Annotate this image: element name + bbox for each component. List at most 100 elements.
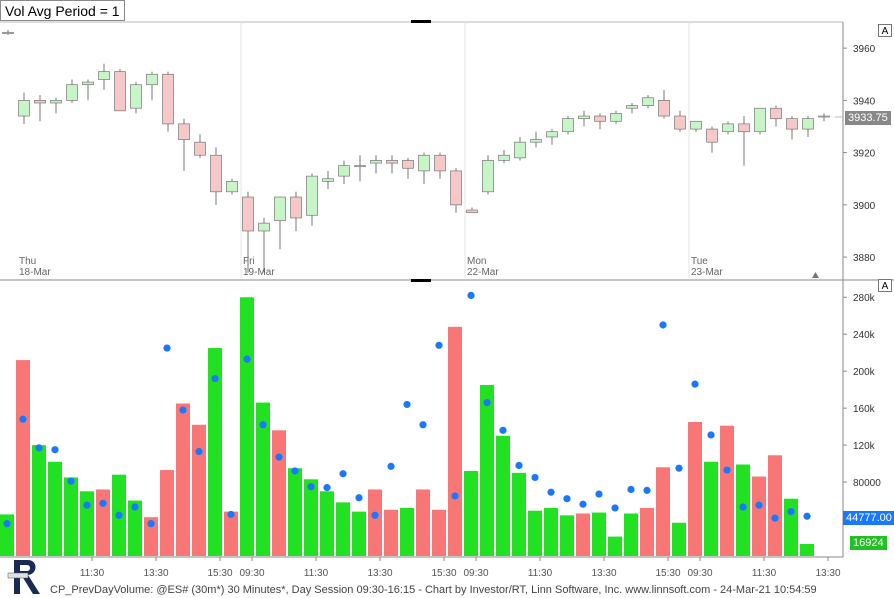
volume-bar: [256, 402, 270, 556]
volume-tick-label: 160k: [853, 404, 876, 415]
candle-body: [642, 97, 654, 106]
volume-bar: [688, 422, 702, 556]
prev-day-volume-dot: [739, 503, 747, 511]
last-price-tag: 3933.75: [845, 111, 891, 125]
candle-body: [802, 118, 814, 130]
date-label: 23-Mar: [691, 267, 723, 278]
volume-bar: [304, 479, 318, 556]
candle-body: [450, 170, 462, 206]
prev-day-volume-dot: [275, 453, 283, 461]
prev-day-volume-dot: [547, 488, 555, 496]
prev-day-volume-dot: [611, 504, 619, 512]
time-label: 15:30: [431, 568, 456, 579]
volume-bar: [208, 348, 222, 556]
prev-day-volume-dot: [627, 485, 635, 494]
volume-pane-autoscale-button[interactable]: A: [878, 279, 892, 292]
candle-body: [674, 115, 686, 130]
volume-bar: [448, 326, 462, 556]
volume-bar: [416, 489, 430, 556]
volume-tick-label: 80000: [853, 478, 881, 489]
prev-day-volume-dot: [131, 503, 139, 511]
volume-bar: [176, 403, 190, 556]
prev-day-volume-dot: [691, 380, 699, 388]
candle-body: [706, 128, 718, 143]
candle-body: [50, 100, 62, 104]
volume-bar: [768, 455, 782, 556]
price-pane: [2, 29, 830, 273]
volume-bar: [400, 507, 414, 556]
volume-bar: [480, 385, 494, 556]
candle-body: [18, 100, 30, 117]
price-tick-label: 3900: [853, 201, 876, 212]
scroll-triangle: [812, 272, 819, 278]
volume-bar: [464, 470, 478, 556]
candle-body: [34, 100, 46, 104]
candle-body: [434, 154, 446, 172]
volume-bar: [16, 360, 30, 556]
candle-body: [146, 73, 158, 86]
prev-day-volume-dot: [195, 447, 203, 456]
volume-bar: [800, 543, 814, 556]
prev-day-volume-dot: [163, 344, 171, 352]
volume-bar: [496, 435, 510, 556]
prev-day-volume-dot: [35, 444, 43, 452]
volume-tick-label: 200k: [853, 367, 876, 378]
volume-bar: [96, 489, 110, 556]
time-label: 13:30: [143, 568, 168, 579]
time-label: 09:30: [687, 568, 712, 579]
volume-bar: [336, 502, 350, 556]
time-label: 11:30: [304, 568, 329, 579]
candle-body: [546, 131, 558, 138]
volume-bar: [720, 425, 734, 556]
candle-body: [626, 105, 638, 109]
candle-body: [338, 165, 350, 177]
prev-day-volume-dot: [3, 520, 11, 528]
prev-day-volume-dot: [323, 484, 331, 492]
volume-bar: [224, 511, 238, 556]
day-label: Fri: [243, 256, 255, 267]
time-label: 13:30: [367, 568, 392, 579]
prev-day-volume-dot: [403, 400, 411, 409]
volume-bar: [512, 472, 526, 556]
candle-body: [610, 113, 622, 122]
volume-bar: [528, 510, 542, 556]
prev-day-volume-dot: [467, 291, 475, 299]
prev-day-volume-dot: [67, 477, 75, 485]
volume-bar: [320, 491, 334, 556]
candle-body: [530, 139, 542, 143]
prev-day-volume-dot: [371, 511, 379, 519]
prev-day-volume-dot: [595, 490, 603, 498]
current-volume-tag: 16924: [850, 536, 887, 550]
vol-avg-period-label[interactable]: Vol Avg Period = 1: [0, 0, 125, 21]
price-tick-label: 3880: [853, 253, 876, 264]
candle-body: [386, 160, 398, 164]
prev-day-volume-dot: [19, 415, 27, 423]
volume-bar: [752, 476, 766, 556]
prev-day-volume-dot: [451, 492, 459, 500]
volume-bar: [160, 470, 174, 556]
volume-bar: [576, 513, 590, 556]
volume-tick-label: 280k: [853, 293, 876, 304]
candle-body: [770, 107, 782, 120]
prev-day-volume-dot: [643, 486, 651, 494]
prev-day-volume-dot: [147, 520, 155, 528]
prev-day-volume-dot: [499, 426, 507, 434]
candle-body: [818, 115, 830, 118]
candle-body: [162, 73, 174, 125]
candle-body: [354, 165, 366, 168]
prev-day-volume-dot: [243, 355, 251, 363]
prev-day-volume-dot: [387, 462, 395, 470]
volume-bar: [704, 461, 718, 556]
prev-day-volume-dot: [339, 470, 347, 478]
volume-bar: [656, 467, 670, 556]
candle-body: [306, 175, 318, 216]
candle-body: [194, 141, 206, 156]
price-pane-autoscale-button[interactable]: A: [878, 24, 892, 37]
chart-footer: CP_PrevDayVolume: @ES# (30m*) 30 Minutes…: [50, 584, 817, 596]
candle-body: [130, 84, 142, 109]
prev-day-volume-dot: [307, 483, 315, 491]
volume-bar: [144, 517, 158, 556]
volume-bar: [272, 430, 286, 556]
price-tick-label: 3960: [853, 44, 876, 55]
candle-body: [242, 196, 254, 232]
